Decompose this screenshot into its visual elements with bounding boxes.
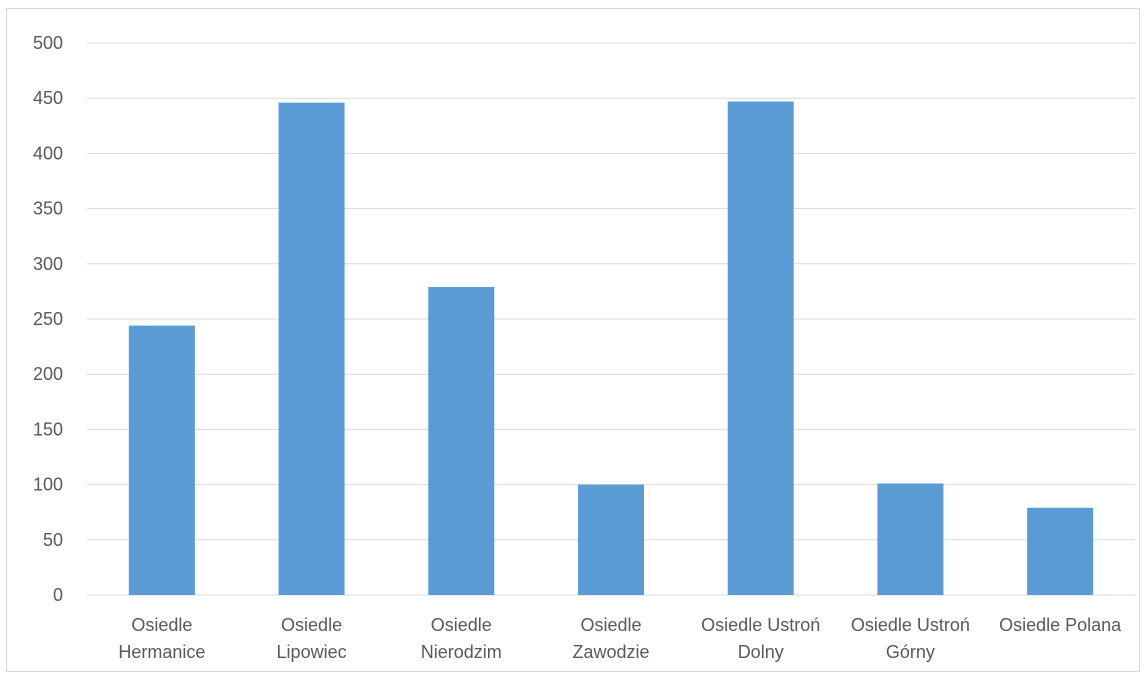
gridlines bbox=[87, 42, 1135, 596]
x-category-label-7: Osiedle Polana bbox=[999, 615, 1122, 635]
x-axis-category-labels: Osiedle Hermanice Osiedle Lipowiec Osiedle Ni… bbox=[118, 615, 1122, 662]
x-category-label-2: Osiedle Lipowiec bbox=[277, 615, 347, 662]
y-tick-label-50: 50 bbox=[43, 530, 63, 550]
x-category-label-1: Osiedle Hermanice bbox=[118, 615, 205, 662]
bar-6 bbox=[877, 483, 944, 595]
y-tick-label-500: 500 bbox=[33, 33, 63, 53]
y-tick-label-350: 350 bbox=[33, 199, 63, 219]
bar-5 bbox=[727, 101, 794, 596]
bar-3 bbox=[428, 286, 495, 595]
bar-chart: 0 50 100 150 200 250 300 350 400 450 500 Osiedle He… bbox=[33, 33, 1135, 662]
x-category-label-3: Osiedle Nierodzim bbox=[421, 615, 502, 662]
bar-7 bbox=[1027, 507, 1094, 595]
x-category-label-5: Osiedle Ustroń Dolny bbox=[701, 615, 820, 662]
y-axis-tick-labels: 0 50 100 150 200 250 300 350 400 450 500 bbox=[33, 33, 63, 605]
y-tick-label-100: 100 bbox=[33, 475, 63, 495]
y-tick-label-450: 450 bbox=[33, 88, 63, 108]
y-tick-label-0: 0 bbox=[53, 585, 63, 605]
y-tick-label-400: 400 bbox=[33, 143, 63, 163]
bar-1 bbox=[128, 325, 195, 595]
y-tick-label-250: 250 bbox=[33, 309, 63, 329]
y-tick-label-200: 200 bbox=[33, 364, 63, 384]
bar-2 bbox=[278, 102, 345, 595]
chart-area: 0 50 100 150 200 250 300 350 400 450 500 Osiedle He… bbox=[6, 8, 1140, 672]
x-category-label-4: Osiedle Zawodzie bbox=[572, 615, 649, 662]
bar-4 bbox=[578, 484, 644, 595]
y-tick-label-300: 300 bbox=[33, 254, 63, 274]
x-category-label-6: Osiedle Ustroń Górny bbox=[851, 615, 970, 662]
bars bbox=[128, 101, 1094, 596]
y-tick-label-150: 150 bbox=[33, 419, 63, 439]
